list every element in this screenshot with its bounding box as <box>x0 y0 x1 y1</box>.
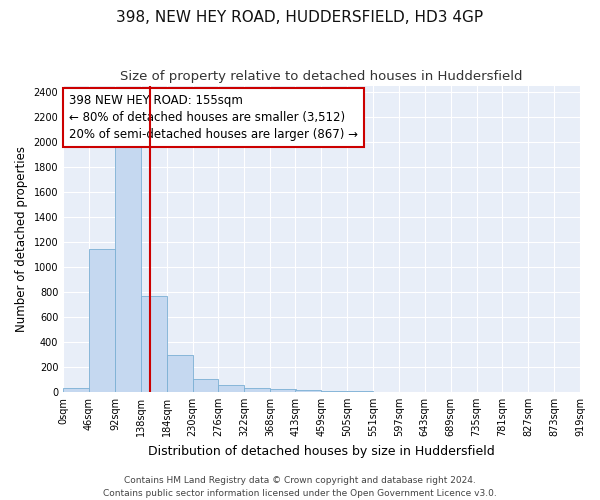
Bar <box>295 390 322 392</box>
Bar <box>244 388 270 392</box>
Bar <box>218 385 244 392</box>
Bar <box>63 388 89 392</box>
X-axis label: Distribution of detached houses by size in Huddersfield: Distribution of detached houses by size … <box>148 444 495 458</box>
Bar <box>89 250 115 392</box>
Bar <box>167 355 193 392</box>
Text: 398 NEW HEY ROAD: 155sqm
← 80% of detached houses are smaller (3,512)
20% of sem: 398 NEW HEY ROAD: 155sqm ← 80% of detach… <box>69 94 358 142</box>
Bar <box>270 390 296 392</box>
Text: 398, NEW HEY ROAD, HUDDERSFIELD, HD3 4GP: 398, NEW HEY ROAD, HUDDERSFIELD, HD3 4GP <box>116 10 484 25</box>
Bar <box>193 380 218 392</box>
Y-axis label: Number of detached properties: Number of detached properties <box>15 146 28 332</box>
Bar <box>322 391 347 392</box>
Text: Contains HM Land Registry data © Crown copyright and database right 2024.
Contai: Contains HM Land Registry data © Crown c… <box>103 476 497 498</box>
Bar <box>115 147 141 392</box>
Title: Size of property relative to detached houses in Huddersfield: Size of property relative to detached ho… <box>121 70 523 83</box>
Bar <box>141 296 167 392</box>
